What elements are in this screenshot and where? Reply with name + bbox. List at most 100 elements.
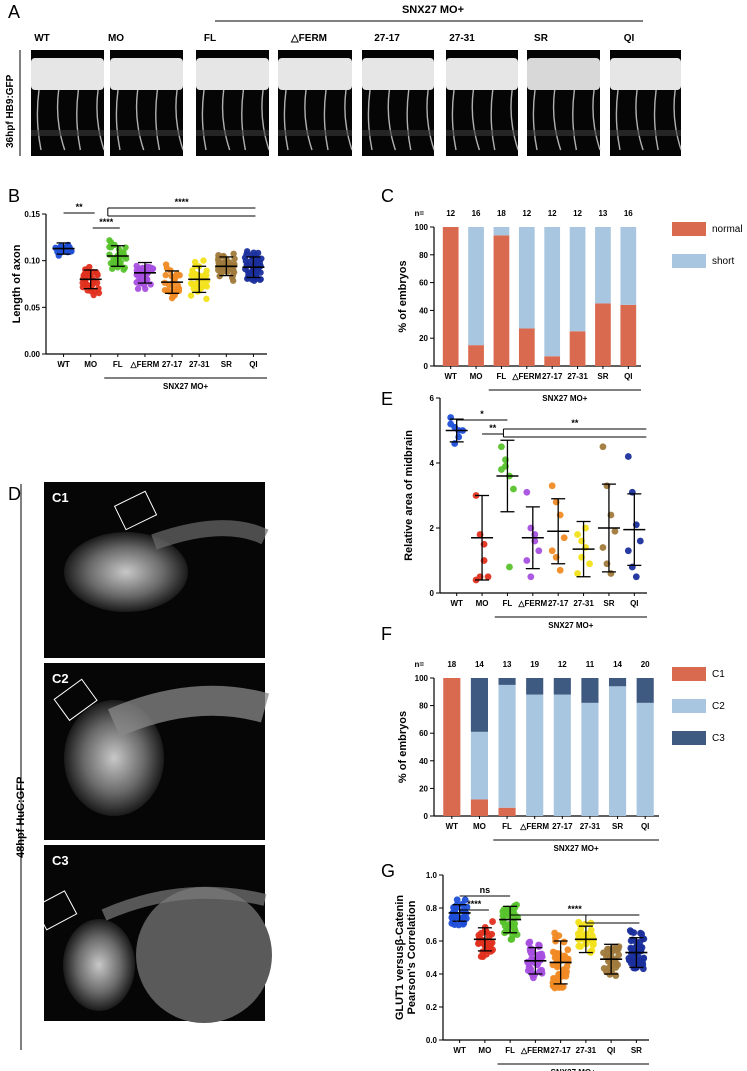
x-tick-label: △FERM — [517, 599, 547, 608]
image-label: C2 — [52, 671, 69, 686]
data-point — [453, 896, 461, 904]
panel-c: C 0 20 40 60 80 100 WT MO FL △FERM 27-17 27-31 SR QI%… — [381, 186, 743, 403]
data-point — [109, 265, 116, 272]
axon-trace — [155, 89, 161, 151]
legend-swatch — [672, 699, 706, 713]
data-point — [589, 937, 597, 945]
data-point — [538, 969, 546, 977]
bar-segment — [636, 702, 654, 816]
n-prefix: n= — [414, 660, 424, 669]
legend-label: C1 — [712, 669, 725, 680]
n-value: 12 — [446, 209, 455, 218]
spinal-cord-band — [362, 58, 434, 90]
lane-label: MO — [108, 33, 124, 44]
bar-segment — [544, 227, 561, 357]
image-label: C3 — [52, 853, 69, 868]
data-point — [581, 921, 589, 928]
sig-label: **** — [99, 217, 114, 227]
data-point — [249, 267, 256, 275]
data-point — [134, 285, 142, 292]
n-value: 16 — [472, 209, 481, 218]
data-point — [447, 414, 455, 421]
data-point — [479, 939, 486, 947]
x-tick-label: △FERM — [130, 360, 160, 369]
data-point — [484, 573, 492, 581]
group-label: SNX27 MO+ — [548, 621, 593, 630]
data-point — [203, 267, 210, 275]
ventral-glow — [31, 130, 104, 136]
data-point — [559, 983, 567, 991]
axon-trace — [426, 89, 435, 151]
data-point — [510, 924, 518, 931]
data-point — [549, 948, 557, 956]
n-value: 14 — [613, 660, 622, 669]
data-point — [106, 251, 113, 258]
bar-segment — [620, 227, 637, 305]
panel-g-label: G — [381, 861, 395, 881]
bar-segment — [518, 328, 535, 366]
data-point — [200, 257, 207, 264]
x-tick-label: FL — [497, 372, 507, 381]
x-tick-label: SR — [597, 372, 608, 381]
data-point — [636, 537, 644, 545]
x-tick-label: 27-17 — [542, 372, 563, 381]
data-point — [624, 453, 632, 460]
data-point — [111, 241, 118, 249]
data-point — [574, 531, 581, 538]
x-tick-label: 27-31 — [573, 599, 594, 608]
image-label: C1 — [52, 490, 69, 505]
data-point — [599, 443, 607, 451]
panel-a-lane-labels: WT MO FL △FERM 27-17 27-31 SR QI — [34, 33, 634, 44]
x-tick-label: WT — [453, 1046, 466, 1055]
x-tick-label: MO — [478, 1046, 491, 1055]
axon-trace — [471, 89, 481, 151]
data-point — [499, 917, 507, 925]
x-tick-label: FL — [502, 822, 512, 831]
axon-trace — [673, 89, 682, 151]
data-point — [121, 264, 128, 271]
data-point — [247, 257, 255, 265]
y-tick-label: 0.00 — [24, 350, 40, 359]
bar-segment — [581, 678, 599, 703]
lane-label: FL — [204, 33, 216, 44]
x-tick-label: SR — [221, 360, 232, 369]
y-axis-title: % of embryos — [397, 260, 409, 332]
data-point — [172, 273, 179, 281]
bar-segment — [608, 686, 627, 816]
data-point — [615, 951, 623, 959]
data-point — [122, 255, 130, 262]
data-point — [527, 573, 535, 581]
data-point — [162, 271, 169, 279]
data-point — [599, 544, 607, 551]
data-point — [147, 281, 154, 288]
y-tick-label: 40 — [419, 306, 428, 315]
data-point — [461, 896, 469, 904]
y-axis-title: Length of axon — [11, 244, 23, 323]
data-point — [106, 237, 113, 244]
data-point — [523, 557, 531, 564]
bar-segment — [470, 799, 489, 816]
legend-label: short — [712, 256, 734, 267]
x-tick-label: WT — [446, 822, 459, 831]
y-tick-label: 80 — [419, 702, 428, 711]
n-value: 19 — [530, 660, 539, 669]
sig-label: ns — [480, 885, 491, 895]
group-label: SNX27 MO+ — [542, 394, 587, 403]
data-point — [587, 926, 595, 934]
axon-trace — [367, 89, 373, 151]
bar-segment — [468, 345, 484, 366]
axon-trace — [406, 89, 412, 151]
y-tick-label: 0.2 — [426, 1003, 438, 1012]
n-value: 13 — [598, 209, 607, 218]
axon-trace — [283, 89, 289, 151]
data-point — [527, 965, 534, 973]
panel-a-label: A — [8, 2, 20, 22]
x-tick-label: FL — [113, 360, 123, 369]
x-tick-label: 27-17 — [550, 1046, 571, 1055]
x-tick-label: 27-17 — [548, 599, 569, 608]
axon-trace — [323, 89, 329, 151]
y-tick-label: 20 — [419, 784, 428, 793]
panel-g: G 0.0 0.2 0.4 0.6 0.8 1.0 WT MO FL △FERM 27-17 27-3… — [381, 861, 649, 1071]
data-point — [560, 938, 568, 946]
x-tick-label: QI — [607, 1046, 615, 1055]
